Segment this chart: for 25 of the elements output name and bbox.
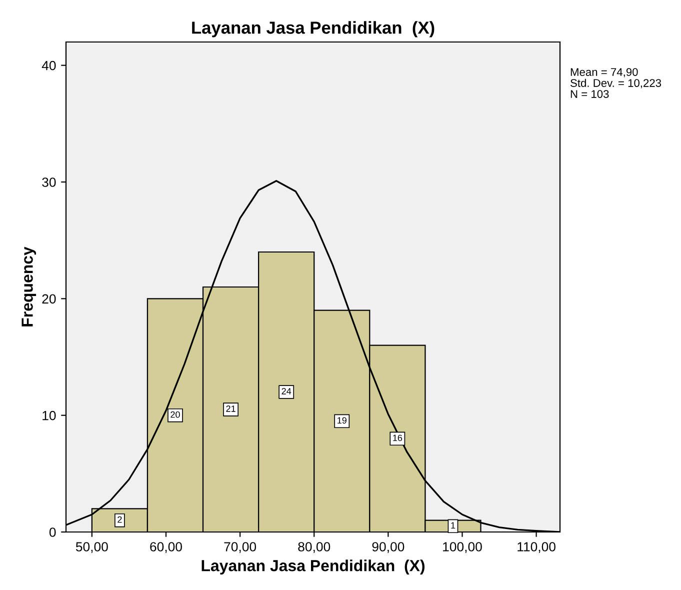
y-tick-label: 0	[49, 528, 56, 537]
y-tick-label: 20	[42, 294, 56, 304]
text: Std. Dev. = 10,223	[570, 78, 662, 88]
x-tick-label: 60,00	[150, 542, 182, 553]
y-tick-label: 40	[42, 60, 56, 70]
y-tick-label: 30	[42, 178, 56, 187]
text: N = 103	[570, 90, 609, 98]
x-axis-title: Layanan Jasa Pendidikan (X)	[202, 560, 425, 574]
y-tick-label: 10	[42, 410, 56, 420]
x-tick-label: 100,00	[443, 542, 482, 553]
y-axis-title: Frequency	[22, 246, 36, 326]
data-label: 24	[282, 388, 292, 394]
x-tick-label: 80,00	[298, 542, 330, 553]
x-tick-label: 90,00	[372, 542, 404, 553]
data-label: 16	[393, 434, 402, 442]
data-label: 2	[118, 516, 122, 523]
data-label: 20	[170, 411, 180, 418]
data-label: 19	[338, 417, 346, 424]
x-tick-label: 70,00	[224, 542, 256, 553]
x-tick-label: 110,00	[518, 542, 556, 553]
chart-title: Layanan Jasa Pendidikan (X)	[192, 21, 434, 38]
data-label: 1	[451, 522, 456, 528]
x-tick-label: 50,00	[76, 542, 108, 553]
data-label: 21	[226, 406, 236, 412]
text: Mean = 74,90	[570, 68, 638, 78]
